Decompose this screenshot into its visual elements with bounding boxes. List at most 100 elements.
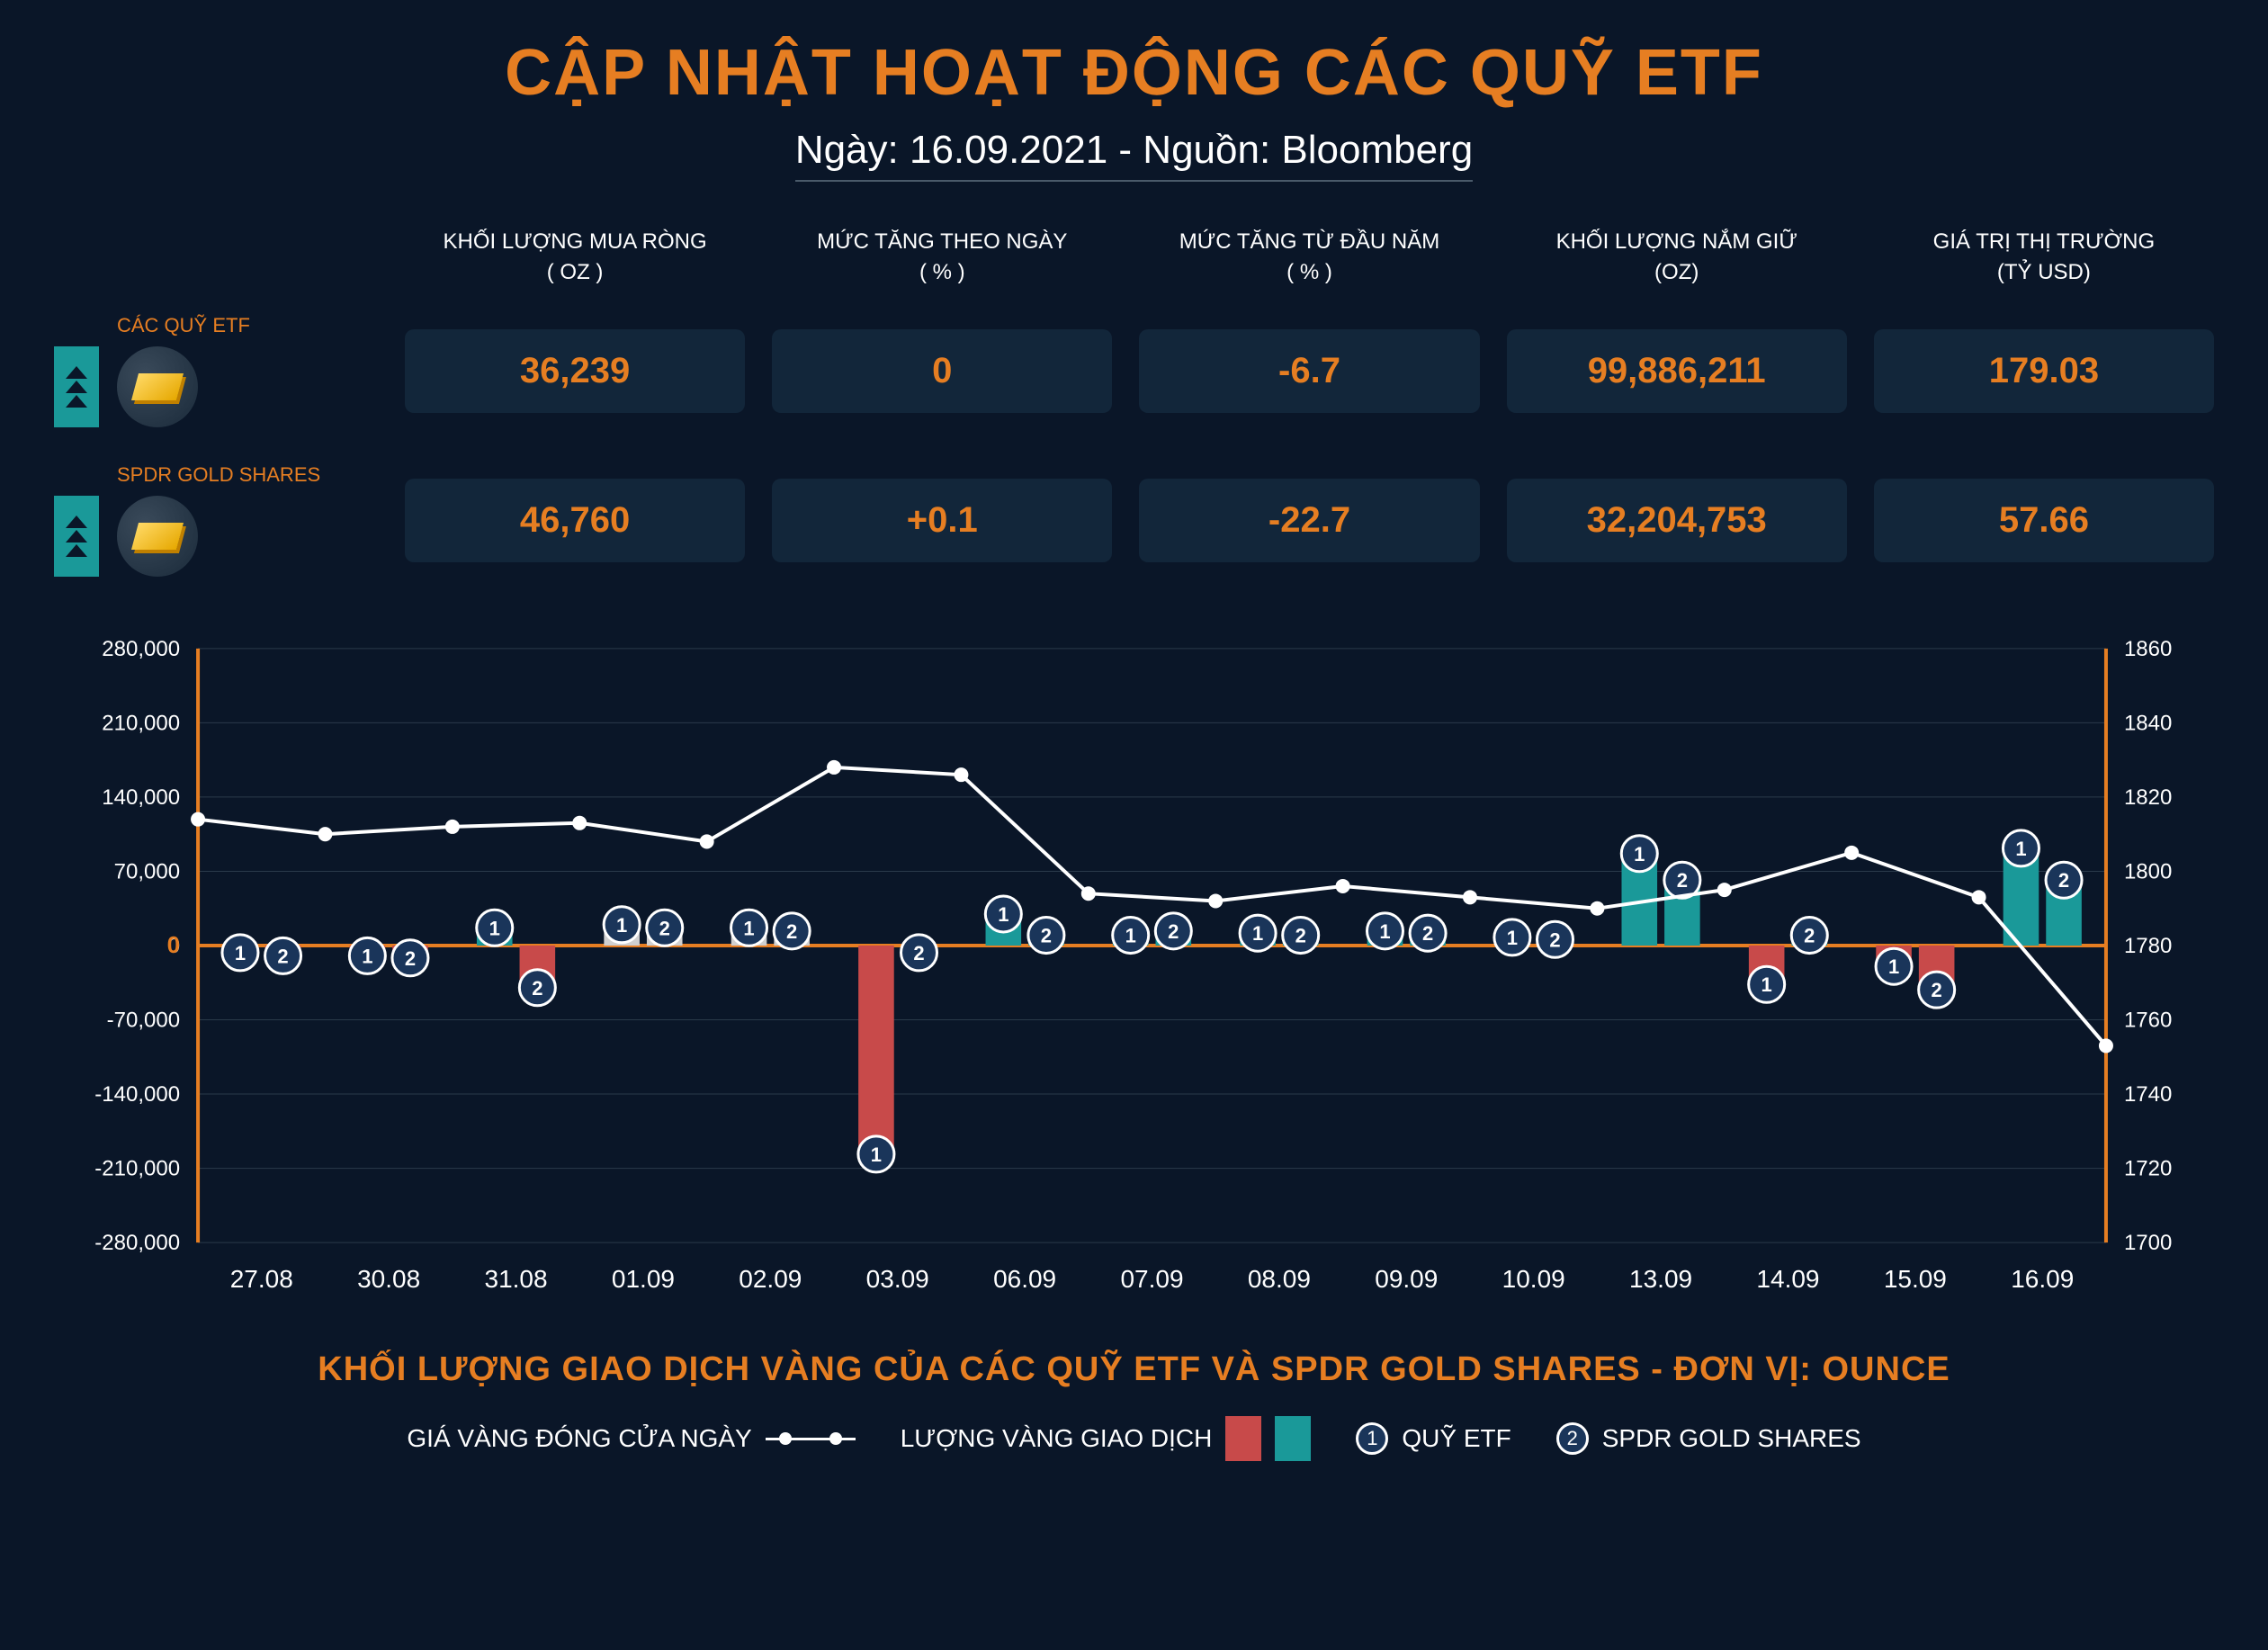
svg-text:07.09: 07.09	[1120, 1265, 1183, 1293]
svg-text:16.09: 16.09	[2011, 1265, 2074, 1293]
data-row-spdr: SPDR GOLD SHARES 46,760 +0.1 -22.7 32,20…	[54, 463, 2214, 577]
svg-text:1: 1	[616, 914, 627, 937]
svg-text:2: 2	[786, 920, 797, 943]
svg-text:01.09: 01.09	[612, 1265, 675, 1293]
data-row-etf: CÁC QUỸ ETF 36,239 0 -6.7 99,886,211 179…	[54, 314, 2214, 427]
svg-text:2: 2	[1932, 979, 1942, 1001]
col-header: MỨC TĂNG TỪ ĐẦU NĂM( % )	[1139, 227, 1479, 287]
svg-text:1: 1	[235, 942, 246, 964]
svg-text:15.09: 15.09	[1884, 1265, 1947, 1293]
stat-value: -22.7	[1139, 479, 1479, 562]
svg-text:1: 1	[1379, 920, 1390, 943]
legend-vol: LƯỢNG VÀNG GIAO DỊCH	[901, 1416, 1312, 1461]
stat-value: 179.03	[1874, 329, 2214, 413]
column-headers: KHỐI LƯỢNG MUA RÒNG( OZ ) MỨC TĂNG THEO …	[54, 227, 2214, 287]
svg-text:2: 2	[1041, 925, 1052, 947]
stat-value: 46,760	[405, 479, 745, 562]
svg-text:2: 2	[532, 977, 542, 1000]
svg-text:2: 2	[405, 947, 416, 970]
svg-text:1740: 1740	[2124, 1082, 2172, 1107]
svg-text:1840: 1840	[2124, 712, 2172, 736]
svg-text:1: 1	[1507, 927, 1518, 949]
svg-text:1: 1	[1762, 973, 1772, 996]
svg-text:1: 1	[1634, 843, 1645, 865]
svg-text:1: 1	[489, 917, 500, 939]
page-title: CẬP NHẬT HOẠT ĐỘNG CÁC QUỸ ETF	[54, 36, 2214, 110]
svg-text:-280,000: -280,000	[94, 1231, 180, 1255]
svg-text:30.08: 30.08	[357, 1265, 420, 1293]
svg-text:2: 2	[1295, 925, 1306, 947]
svg-text:1860: 1860	[2124, 637, 2172, 661]
svg-text:210,000: 210,000	[102, 712, 180, 736]
chart-caption: KHỐI LƯỢNG GIAO DỊCH VÀNG CỦA CÁC QUỸ ET…	[54, 1350, 2214, 1389]
neg-bar-icon	[1225, 1416, 1261, 1461]
row-label: SPDR GOLD SHARES	[117, 463, 378, 487]
col-header: KHỐI LƯỢNG NẮM GIỮ(OZ)	[1507, 227, 1847, 287]
svg-text:1: 1	[871, 1143, 882, 1166]
svg-text:70,000: 70,000	[114, 860, 180, 884]
pos-bar-icon	[1275, 1416, 1311, 1461]
svg-text:1800: 1800	[2124, 860, 2172, 884]
gold-icon	[117, 346, 198, 427]
svg-text:1780: 1780	[2124, 934, 2172, 958]
stats-section: KHỐI LƯỢNG MUA RÒNG( OZ ) MỨC TĂNG THEO …	[54, 227, 2214, 577]
svg-text:2: 2	[1677, 869, 1688, 892]
svg-text:140,000: 140,000	[102, 785, 180, 810]
stat-value: 57.66	[1874, 479, 2214, 562]
svg-text:10.09: 10.09	[1502, 1265, 1565, 1293]
svg-text:1: 1	[998, 903, 1008, 926]
stat-value: 0	[772, 329, 1112, 413]
svg-text:2: 2	[659, 917, 670, 939]
svg-text:-70,000: -70,000	[107, 1009, 180, 1033]
stat-value: 36,239	[405, 329, 745, 413]
stat-value: +0.1	[772, 479, 1112, 562]
svg-text:1: 1	[2015, 838, 2026, 860]
svg-text:08.09: 08.09	[1248, 1265, 1311, 1293]
chart: 280,000 210,000 140,000 70,000 0 -70,000 -140,…	[54, 613, 2214, 1332]
svg-text:27.08: 27.08	[230, 1265, 293, 1293]
gold-icon	[117, 496, 198, 577]
svg-text:1: 1	[1888, 955, 1899, 978]
legend-price: GIÁ VÀNG ĐÓNG CỬA NGÀY	[407, 1424, 855, 1453]
svg-text:1820: 1820	[2124, 785, 2172, 810]
col-header: GIÁ TRỊ THỊ TRƯỜNG(TỶ USD)	[1874, 227, 2214, 287]
svg-text:14.09: 14.09	[1756, 1265, 1819, 1293]
svg-text:02.09: 02.09	[739, 1265, 802, 1293]
stat-value: -6.7	[1139, 329, 1479, 413]
up-arrow-icon	[54, 496, 99, 577]
svg-text:1: 1	[1252, 922, 1263, 945]
svg-text:0: 0	[167, 931, 180, 958]
line-icon	[766, 1438, 856, 1440]
svg-text:-210,000: -210,000	[94, 1157, 180, 1181]
svg-text:13.09: 13.09	[1629, 1265, 1692, 1293]
svg-text:1: 1	[743, 917, 754, 939]
chart-svg: 280,000 210,000 140,000 70,000 0 -70,000 -140,…	[54, 613, 2214, 1332]
svg-text:2: 2	[1168, 920, 1179, 943]
up-arrow-icon	[54, 346, 99, 427]
svg-text:09.09: 09.09	[1375, 1265, 1438, 1293]
svg-text:03.09: 03.09	[866, 1265, 929, 1293]
marker-1-icon: 1	[1356, 1422, 1388, 1455]
row-label: CÁC QUỸ ETF	[117, 314, 378, 337]
svg-text:1720: 1720	[2124, 1157, 2172, 1181]
svg-text:2: 2	[1804, 925, 1815, 947]
stat-value: 32,204,753	[1507, 479, 1847, 562]
svg-text:280,000: 280,000	[102, 637, 180, 661]
col-header: KHỐI LƯỢNG MUA RÒNG( OZ )	[405, 227, 745, 287]
svg-text:1760: 1760	[2124, 1009, 2172, 1033]
legend-spdr: 2 SPDR GOLD SHARES	[1556, 1422, 1861, 1455]
svg-text:2: 2	[1549, 928, 1560, 951]
subtitle-wrap: Ngày: 16.09.2021 - Nguồn: Bloomberg	[54, 128, 2214, 182]
stat-value: 99,886,211	[1507, 329, 1847, 413]
svg-text:1: 1	[1125, 925, 1136, 947]
col-header: MỨC TĂNG THEO NGÀY( % )	[772, 227, 1112, 287]
legend-etf: 1 QUỸ ETF	[1356, 1422, 1511, 1455]
subtitle: Ngày: 16.09.2021 - Nguồn: Bloomberg	[795, 128, 1473, 182]
svg-text:2: 2	[913, 942, 924, 964]
svg-text:-140,000: -140,000	[94, 1082, 180, 1107]
svg-text:31.08: 31.08	[485, 1265, 548, 1293]
svg-text:2: 2	[277, 946, 288, 968]
svg-text:06.09: 06.09	[993, 1265, 1056, 1293]
svg-text:1: 1	[362, 946, 372, 968]
svg-text:2: 2	[2058, 869, 2069, 892]
